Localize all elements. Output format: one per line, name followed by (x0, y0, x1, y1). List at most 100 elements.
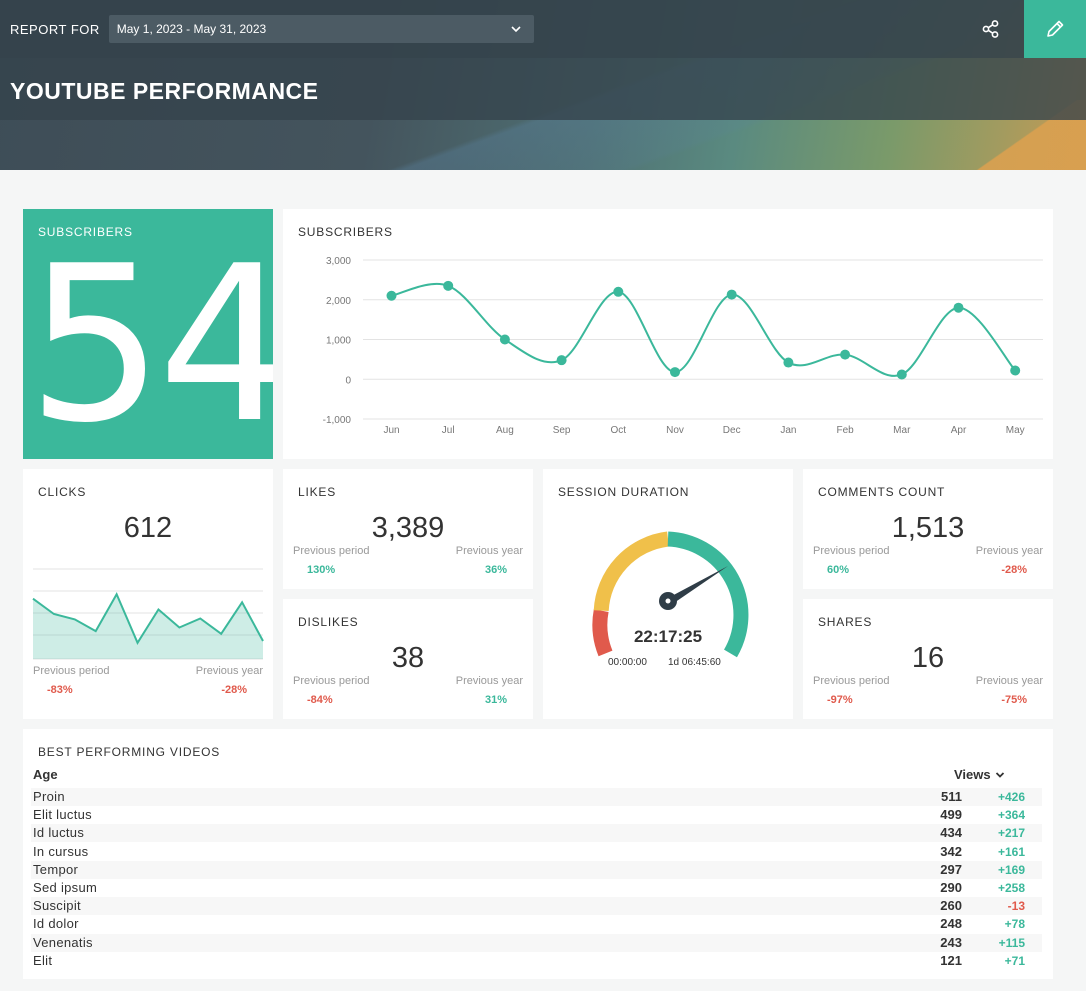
table-row[interactable]: Venenatis 243 +115 (31, 933, 1042, 952)
gauge-segment-green (667, 531, 749, 658)
prev-year-value: -75% (1001, 694, 1027, 706)
edit-button[interactable] (1024, 0, 1086, 58)
gauge-needle (668, 566, 728, 605)
top-bar: REPORT FOR May 1, 2023 - May 31, 2023 (0, 0, 1086, 58)
prev-year-label: Previous year (195, 665, 263, 677)
video-views: 499 (940, 807, 962, 823)
card-title: SHARES (818, 615, 873, 629)
prev-year-value: -28% (1001, 564, 1027, 576)
video-name: Venenatis (33, 934, 93, 950)
x-tick-label: May (1006, 425, 1025, 436)
video-name: Suscipit (33, 898, 81, 914)
session-gauge (592, 531, 749, 658)
x-tick-label: Dec (723, 425, 741, 436)
x-tick-label: Jan (780, 425, 796, 436)
x-tick-label: Aug (496, 425, 514, 436)
x-tick-label: Sep (553, 425, 571, 436)
prev-year-label: Previous year (455, 545, 523, 557)
prev-period-value: 60% (827, 564, 850, 576)
table-row[interactable]: Id luctus 434 +217 (31, 824, 1042, 843)
video-views: 434 (940, 825, 962, 841)
data-point (896, 369, 907, 380)
data-point (499, 334, 510, 345)
video-views-delta: -13 (1007, 899, 1025, 914)
data-point (386, 290, 397, 301)
subscribers-chart-card: SUBSCRIBERS 3,000 2,000 1,000 0 -1,000 Jun Jul… (283, 209, 1053, 459)
data-point (670, 367, 680, 378)
video-views-delta: +364 (997, 808, 1025, 823)
dislikes-value: 38 (391, 642, 425, 674)
data-point (726, 289, 737, 300)
table-row[interactable]: Sed ipsum 290 +258 (31, 879, 1042, 897)
video-views-delta: +78 (1004, 917, 1025, 932)
video-views-delta: +161 (997, 844, 1025, 859)
card-title: BEST PERFORMING VIDEOS (38, 745, 221, 759)
subscribers-total-value: 54 (27, 219, 273, 459)
video-name: Sed ipsum (33, 880, 98, 895)
video-views-delta: +169 (997, 862, 1025, 877)
pencil-icon (1047, 20, 1064, 37)
session-duration-value: 22:17:25 (633, 627, 703, 646)
video-views-delta: +71 (1004, 953, 1025, 968)
prev-period-value: -97% (827, 694, 853, 706)
clicks-area-chart (32, 568, 264, 660)
table-row[interactable]: Elit 121 +71 (31, 952, 1042, 970)
column-header-age[interactable]: Age (33, 767, 58, 782)
shares-value: 16 (911, 642, 945, 674)
video-views: 342 (940, 843, 962, 859)
video-views-delta: +217 (997, 826, 1025, 841)
x-tick-label: Nov (666, 425, 684, 436)
video-views: 511 (941, 789, 962, 804)
video-views: 243 (940, 934, 962, 950)
prev-period-value: 130% (307, 564, 336, 576)
column-header-views[interactable]: Views (954, 767, 1006, 782)
prev-period-label: Previous period (813, 545, 890, 557)
likes-value: 3,389 (371, 512, 445, 544)
likes-card: LIKES 3,389 Previous period Previous yea… (283, 469, 533, 589)
clicks-value: 612 (123, 512, 173, 544)
card-title: DISLIKES (298, 615, 359, 629)
subscribers-line-chart: 3,000 2,000 1,000 0 -1,000 Jun Jul Aug Sep Oct Nov… (323, 256, 1043, 436)
card-title: SUBSCRIBERS (38, 225, 133, 239)
x-tick-label: Feb (836, 425, 854, 436)
prev-year-value: -28% (221, 684, 247, 696)
x-tick-label: Mar (893, 425, 911, 436)
prev-period-value: -83% (47, 684, 73, 696)
prev-year-label: Previous year (975, 675, 1043, 687)
video-name: Tempor (33, 861, 79, 877)
card-title: COMMENTS COUNT (818, 485, 946, 499)
best-videos-card: BEST PERFORMING VIDEOS Age Views Proin 51… (23, 729, 1053, 979)
video-views: 248 (940, 916, 962, 932)
session-duration-card: SESSION DURATION 22:17:25 00:00:00 1d 06… (543, 469, 793, 719)
data-point (443, 280, 454, 291)
date-range-select[interactable]: May 1, 2023 - May 31, 2023 (108, 15, 534, 43)
card-title: SUBSCRIBERS (298, 225, 393, 239)
table-row[interactable]: Id dolor 248 +78 (31, 915, 1042, 933)
video-views-delta: +115 (998, 935, 1025, 950)
prev-period-label: Previous period (33, 665, 110, 677)
gauge-max-label: 1d 06:45:60 (668, 657, 721, 668)
x-tick-label: Jul (442, 425, 455, 436)
table-row[interactable]: Elit luctus 499 +364 (31, 806, 1042, 824)
data-point (1010, 365, 1021, 376)
report-for-label: REPORT FOR (10, 21, 100, 37)
data-point (613, 286, 624, 297)
prev-period-label: Previous period (293, 675, 370, 687)
share-button[interactable] (976, 14, 1006, 44)
prev-period-label: Previous period (813, 675, 890, 687)
table-row[interactable]: Tempor 297 +169 (31, 860, 1042, 879)
data-point (556, 355, 567, 366)
column-header-views-label: Views (954, 767, 991, 782)
x-tick-label: Oct (611, 425, 627, 436)
comments-value: 1,513 (891, 512, 965, 544)
gauge-segment-yellow (593, 531, 670, 612)
table-row[interactable]: In cursus 342 +161 (31, 843, 1042, 861)
subscribers-total-card: SUBSCRIBERS 54 (23, 209, 273, 459)
y-tick-label: 0 (345, 375, 351, 386)
video-name: In cursus (33, 843, 89, 859)
table-row[interactable]: Proin 511 +426 (31, 788, 1042, 806)
y-tick-label: 1,000 (326, 336, 351, 347)
y-tick-label: 2,000 (326, 296, 351, 307)
table-row[interactable]: Suscipit 260 -13 (31, 897, 1042, 916)
video-views-delta: +426 (997, 790, 1025, 804)
